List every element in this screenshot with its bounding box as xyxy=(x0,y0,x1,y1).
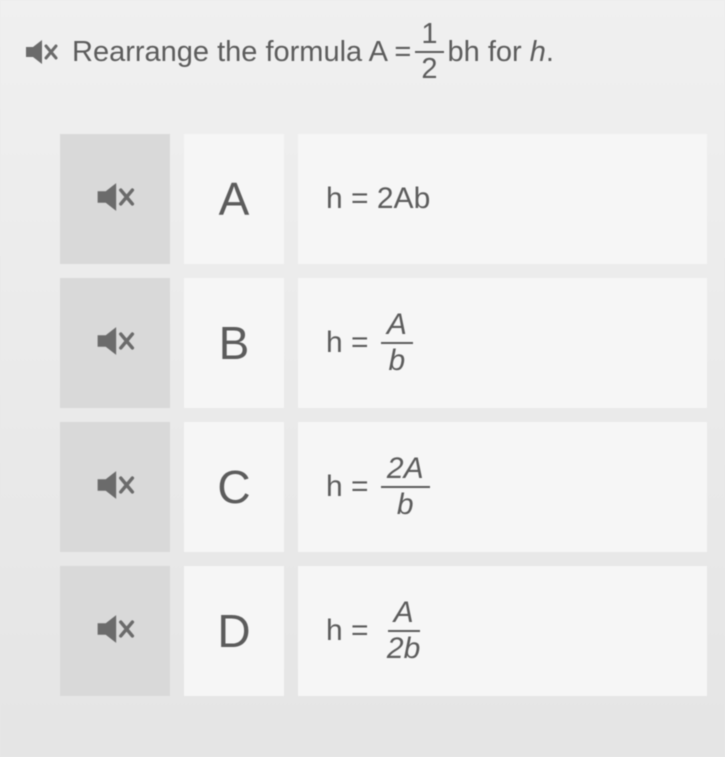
option-lhs: h = xyxy=(326,614,369,648)
option-content: h = 2A b xyxy=(298,422,707,552)
option-fraction: A b xyxy=(381,310,413,376)
speaker-muted-icon[interactable] xyxy=(93,175,137,224)
option-speaker-box xyxy=(60,134,170,264)
option-letter-box: B xyxy=(184,278,284,408)
option-fraction: 2A b xyxy=(381,454,430,520)
question-variable: h xyxy=(530,36,546,69)
option-d[interactable]: D h = A 2b xyxy=(60,566,707,696)
option-letter-box: A xyxy=(184,134,284,264)
question-end: . xyxy=(546,36,554,69)
option-letter-box: C xyxy=(184,422,284,552)
question-fraction: 1 2 xyxy=(415,20,443,84)
question-suffix: bh for xyxy=(448,36,522,69)
option-content: h = A 2b xyxy=(298,566,707,696)
fraction-numerator: A xyxy=(381,310,413,344)
option-fraction: A 2b xyxy=(381,598,426,664)
option-letter-box: D xyxy=(184,566,284,696)
speaker-muted-icon[interactable] xyxy=(93,319,137,368)
option-lhs: h = xyxy=(326,326,369,360)
option-c[interactable]: C h = 2A b xyxy=(60,422,707,552)
option-content: h = 2Ab xyxy=(298,134,707,264)
fraction-numerator: 1 xyxy=(415,20,443,53)
option-b[interactable]: B h = A b xyxy=(60,278,707,408)
option-lhs: h = xyxy=(326,470,369,504)
question-row: Rearrange the formula A = 1 2 bh for h . xyxy=(18,20,707,84)
option-letter: D xyxy=(217,604,250,658)
speaker-muted-icon[interactable] xyxy=(22,33,60,71)
option-speaker-box xyxy=(60,278,170,408)
speaker-muted-icon[interactable] xyxy=(93,607,137,656)
option-letter: A xyxy=(219,172,250,226)
fraction-numerator: 2A xyxy=(381,454,430,488)
option-letter: B xyxy=(219,316,250,370)
speaker-muted-icon[interactable] xyxy=(93,463,137,512)
options-list: A h = 2Ab B h = xyxy=(60,134,707,696)
option-letter: C xyxy=(217,460,250,514)
question-text: Rearrange the formula A = 1 2 bh for h . xyxy=(72,20,554,84)
fraction-denominator: 2 xyxy=(415,53,443,84)
question-prefix: Rearrange the formula A = xyxy=(72,36,411,69)
option-speaker-box xyxy=(60,566,170,696)
question-page: Rearrange the formula A = 1 2 bh for h . xyxy=(0,0,725,757)
fraction-denominator: b xyxy=(383,344,412,376)
option-speaker-box xyxy=(60,422,170,552)
option-formula: h = 2Ab xyxy=(326,182,430,216)
fraction-denominator: 2b xyxy=(381,632,426,664)
fraction-denominator: b xyxy=(391,488,420,520)
option-a[interactable]: A h = 2Ab xyxy=(60,134,707,264)
fraction-numerator: A xyxy=(388,598,420,632)
option-content: h = A b xyxy=(298,278,707,408)
